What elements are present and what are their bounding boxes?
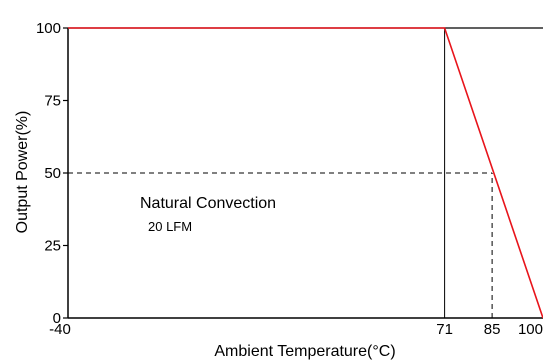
x-tick-label-71: 71 — [436, 321, 453, 338]
y-axis-title: Output Power(%) — [14, 111, 31, 234]
x-axis-title: Ambient Temperature(°C) — [214, 343, 395, 360]
y-tick-label-0: 0 — [53, 310, 61, 327]
x-tick-label--40: -40 — [49, 321, 71, 338]
x-tick-label-85: 85 — [484, 321, 501, 338]
x-tick-label-100: 100 — [518, 321, 543, 338]
y-tick-label-50: 50 — [44, 165, 61, 182]
series-line-0 — [68, 27, 543, 319]
y-tick-label-100: 100 — [36, 20, 61, 37]
y-tick-label-25: 25 — [44, 238, 61, 255]
annotation-natural-convection: Natural Convection — [140, 195, 276, 212]
y-tick-label-75: 75 — [44, 93, 61, 110]
annotation-airflow: 20 LFM — [148, 219, 192, 234]
